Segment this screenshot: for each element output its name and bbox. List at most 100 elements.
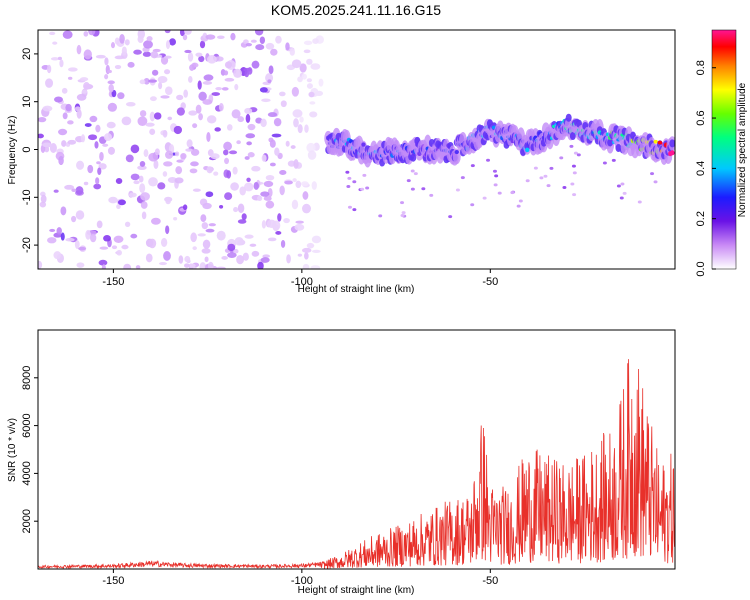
spectrogram-marks xyxy=(38,30,675,269)
spectrogram-noise-cell xyxy=(165,86,173,95)
spectrogram-x-tick-label: -100 xyxy=(291,276,313,288)
spectrogram-scatter-cell xyxy=(460,176,465,180)
spectrogram-noise-cell xyxy=(117,199,126,206)
spectrogram-noise-cell xyxy=(75,210,85,220)
spectrogram-noise-cell xyxy=(80,134,86,143)
spectrogram-noise-cell xyxy=(76,109,82,119)
spectrogram-noise-cell xyxy=(173,216,178,221)
chart-title: KOM5.2025.241.11.16.G15 xyxy=(270,2,442,18)
spectrogram-scatter-cell xyxy=(572,171,577,175)
spectrogram-noise-cell xyxy=(95,54,106,59)
spectrogram-noise-cell xyxy=(104,74,109,80)
spectrogram-scatter-cell xyxy=(497,191,502,195)
spectrogram-noise-cell xyxy=(203,74,214,81)
spectrogram-noise-cell xyxy=(121,116,132,126)
spectrogram-noise-cell xyxy=(224,77,235,82)
spectrogram-scatter-cell xyxy=(650,172,655,176)
spectrogram-noise-cell xyxy=(291,199,299,210)
spectrogram-noise-cell xyxy=(308,91,315,98)
spectrogram-noise-cell xyxy=(230,182,239,191)
spectrogram-noise-cell xyxy=(192,123,198,129)
spectrogram-noise-cell xyxy=(306,83,313,89)
spectrogram-noise-cell xyxy=(186,139,193,148)
spectrogram-noise-cell xyxy=(113,235,124,243)
spectrogram-noise-cell xyxy=(125,102,136,107)
spectrogram-noise-cell xyxy=(199,262,207,269)
spectrogram-scatter-cell xyxy=(611,158,616,162)
colorbar-gradient xyxy=(711,29,737,270)
spectrogram-noise-cell xyxy=(169,38,176,46)
spectrogram-noise-cell xyxy=(89,115,98,123)
spectrogram-noise-cell xyxy=(198,55,205,63)
spectrogram-scatter-cell xyxy=(559,156,564,160)
spectrogram-noise-cell xyxy=(87,164,94,174)
spectrogram-noise-cell xyxy=(58,155,64,166)
spectrogram-y-tick-label: 0 xyxy=(21,146,33,152)
spectrogram-noise-cell xyxy=(306,58,313,65)
spectrogram-noise-cell xyxy=(165,40,171,50)
spectrogram-noise-cell xyxy=(111,89,117,98)
spectrogram-noise-cell xyxy=(197,80,202,90)
spectrogram-noise-cell xyxy=(226,170,232,179)
spectrogram-scatter-cell xyxy=(352,180,357,184)
spectrogram-noise-cell xyxy=(292,109,303,118)
spectrogram-noise-cell xyxy=(244,107,253,115)
spectrogram-noise-cell xyxy=(195,104,202,114)
spectrogram-noise-cell xyxy=(107,146,115,155)
spectrogram-noise-cell xyxy=(310,63,321,70)
spectrogram-y-tick-label: -20 xyxy=(21,237,33,253)
spectrogram-noise-cell xyxy=(237,116,245,123)
spectrogram-noise-cell xyxy=(117,92,125,100)
spectrogram-noise-cell xyxy=(38,116,47,123)
spectrogram-noise-cell xyxy=(244,234,254,239)
spectrogram-noise-cell xyxy=(157,75,168,84)
spectrogram-noise-cell xyxy=(269,162,276,167)
spectrogram-noise-cell xyxy=(65,103,72,112)
snr-x-tick-label: -100 xyxy=(291,575,313,587)
spectrogram-noise-cell xyxy=(267,112,278,118)
spectrogram-noise-cell xyxy=(83,181,89,186)
spectrogram-noise-cell xyxy=(39,201,47,208)
spectrogram-noise-cell xyxy=(124,39,130,46)
spectrogram-noise-cell xyxy=(67,76,73,80)
spectrogram-scatter-cell xyxy=(492,169,497,173)
spectrogram-noise-cell xyxy=(198,91,207,101)
spectrogram-noise-cell xyxy=(275,231,282,235)
spectrogram-noise-cell xyxy=(175,151,180,157)
spectrogram-noise-cell xyxy=(137,165,147,171)
spectrogram-x-ticks: -150 -100 -50 xyxy=(102,269,498,288)
spectrogram-noise-cell xyxy=(245,113,251,123)
spectrogram-scatter-cell xyxy=(518,199,523,203)
spectrogram-noise-cell xyxy=(101,264,106,269)
spectrogram-noise-cell xyxy=(223,141,232,151)
spectrogram-y-ticks: -20 -10 0 10 20 xyxy=(21,48,38,253)
spectrogram-noise-cell xyxy=(61,87,68,94)
spectrogram-noise-cell xyxy=(106,121,116,129)
spectrogram-noise-cell xyxy=(261,220,267,229)
spectrogram-noise-cell xyxy=(163,251,171,261)
spectrogram-noise-cell xyxy=(304,124,309,133)
spectrogram-noise-cell xyxy=(280,100,287,108)
spectrogram-noise-cell xyxy=(205,34,216,40)
spectrogram-noise-cell xyxy=(224,61,233,69)
spectrogram-noise-cell xyxy=(202,202,212,210)
spectrogram-noise-cell xyxy=(176,94,184,101)
spectrogram-noise-cell xyxy=(84,123,92,127)
spectrogram-scatter-cell xyxy=(533,166,538,170)
spectrogram-noise-cell xyxy=(302,263,310,269)
spectrogram-noise-cell xyxy=(268,65,274,75)
spectrogram-noise-cell xyxy=(110,42,115,49)
spectrogram-noise-cell xyxy=(205,228,215,233)
spectrogram-noise-cell xyxy=(46,64,52,74)
spectrogram-scatter-cell xyxy=(413,172,418,176)
spectrogram-noise-cell xyxy=(291,59,302,69)
spectrogram-noise-cell xyxy=(62,30,73,39)
spectrogram-noise-cell xyxy=(49,228,56,232)
spectrogram-noise-cell xyxy=(96,220,103,229)
spectrogram-scatter-cell xyxy=(543,174,548,178)
spectrogram-noise-cell xyxy=(249,243,257,247)
spectrogram-noise-cell xyxy=(294,223,305,231)
spectrogram-noise-cell xyxy=(95,124,101,133)
spectrogram-noise-cell xyxy=(227,243,236,252)
